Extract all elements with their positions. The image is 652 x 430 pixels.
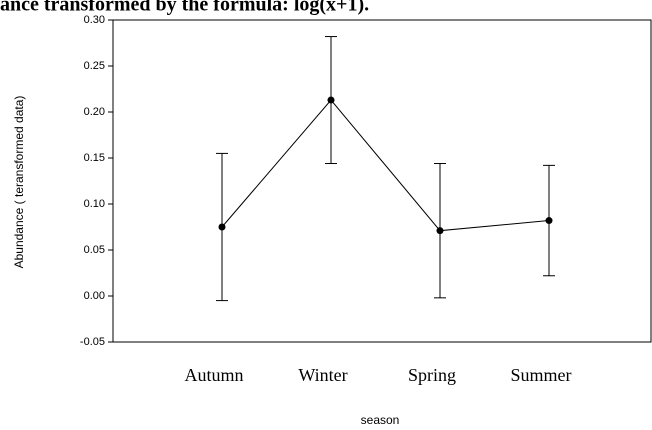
data-point [327, 96, 335, 104]
x-tick-label: Autumn [184, 365, 243, 385]
y-tick-label: 0.15 [84, 152, 105, 164]
y-tick-label: 0.25 [84, 60, 105, 72]
plot-frame [112, 19, 652, 343]
y-tick-label: -0.05 [80, 336, 105, 348]
data-point [545, 217, 553, 225]
x-tick-label: Summer [511, 365, 572, 385]
data-point [218, 223, 226, 231]
x-tick-label: Winter [298, 365, 347, 385]
y-tick-label: 0.20 [84, 106, 105, 118]
x-axis-label: season [361, 413, 400, 427]
y-tick-label: 0.30 [84, 14, 105, 26]
data-point [436, 227, 444, 235]
y-tick-label: 0.05 [84, 244, 105, 256]
y-tick-label: 0.00 [84, 290, 105, 302]
y-tick-label: 0.10 [84, 198, 105, 210]
data-line [221, 99, 550, 232]
x-tick-label: Spring [408, 365, 456, 385]
y-axis-label: Abundance ( teransformed data) [12, 96, 26, 269]
chart-title: ance transformed by the formula: log(x+1… [0, 0, 369, 16]
